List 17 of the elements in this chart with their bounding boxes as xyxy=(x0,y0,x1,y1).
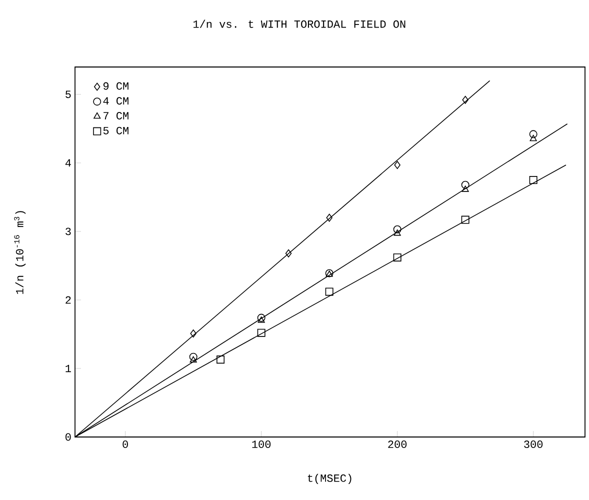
y-tick-label: 2 xyxy=(66,296,71,304)
chart-title: 1/n vs. t WITH TOROIDAL FIELD ON xyxy=(193,20,406,28)
legend-label: 9 CM xyxy=(103,82,128,90)
y-tick-label: 3 xyxy=(66,228,71,236)
y-axis-title: 1/n (10$^{-16}$ m$^{3}$) xyxy=(14,211,26,294)
legend-label: 7 CM xyxy=(104,112,128,120)
y-tick-label: 4 xyxy=(65,159,71,167)
y-tick-label: 0 xyxy=(66,433,71,441)
legend-label: 4 CM xyxy=(103,97,128,105)
x-axis-title: t(MSEC) xyxy=(308,474,352,484)
y-tick-label: 5 xyxy=(66,90,71,98)
x-tick-label: 0 xyxy=(122,440,128,448)
y-tick-label: 1 xyxy=(66,364,71,372)
x-tick-label: 300 xyxy=(524,440,543,448)
x-tick-label: 100 xyxy=(252,440,271,448)
x-tick-label: 200 xyxy=(388,440,407,448)
legend-label: 5 CM xyxy=(103,126,128,134)
